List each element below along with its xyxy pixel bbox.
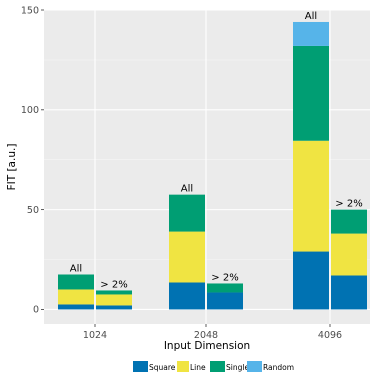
x-tick-label: 1024 <box>83 330 107 341</box>
bar-segment-random <box>293 21 329 46</box>
legend-swatch-single <box>210 361 225 372</box>
y-axis: 0 50 100 150 <box>21 5 44 316</box>
bar-segment-line <box>96 294 132 306</box>
bar-segment-square <box>207 292 243 310</box>
bar-segment-square <box>331 275 367 310</box>
legend-swatch-line <box>177 361 189 372</box>
y-tick-label: 0 <box>33 305 39 316</box>
legend-label-line: Line <box>190 363 206 372</box>
legend-label-single: Single <box>226 363 249 372</box>
bar-label: All <box>305 11 317 22</box>
bar-segment-line <box>169 231 205 283</box>
bar-segment-square <box>96 305 132 310</box>
bar-segment-square <box>58 304 94 310</box>
gridlines <box>44 9 370 324</box>
bar-segment-square <box>293 251 329 310</box>
bar-segment-single <box>331 209 367 234</box>
x-axis-title: Input Dimension <box>164 340 250 352</box>
x-axis: 1024 2048 4096 <box>83 324 342 341</box>
bar-segment-single <box>293 45 329 141</box>
bar-label: All <box>70 263 82 274</box>
bar-segment-single <box>169 194 205 232</box>
x-tick-label: 2048 <box>194 330 218 341</box>
bar-segment-single <box>58 274 94 290</box>
bars <box>58 21 367 310</box>
bar-segment-single <box>96 290 132 295</box>
bar-segment-line <box>58 289 94 305</box>
bar-segment-line <box>331 233 367 276</box>
bar-labels: All > 2% All > 2% All > 2% <box>70 11 363 290</box>
legend-swatch-square <box>133 361 148 372</box>
bar-label: > 2% <box>211 272 238 283</box>
bar-label: > 2% <box>100 279 127 290</box>
legend-label-square: Square <box>149 363 176 372</box>
y-tick-label: 150 <box>21 5 39 16</box>
bar-segment-square <box>169 282 205 310</box>
bar-label: All <box>181 184 193 195</box>
legend-label-random: Random <box>263 363 294 372</box>
x-tick-label: 4096 <box>318 330 342 341</box>
y-tick-label: 50 <box>27 205 39 216</box>
y-tick-label: 100 <box>21 105 39 116</box>
bar-segment-single <box>207 283 243 293</box>
legend-swatch-random <box>247 361 262 372</box>
y-axis-title: FIT [a.u.] <box>6 144 18 191</box>
bar-label: > 2% <box>335 199 362 210</box>
bar-segment-line <box>293 140 329 252</box>
legend: Square Line Single Random <box>133 361 294 372</box>
